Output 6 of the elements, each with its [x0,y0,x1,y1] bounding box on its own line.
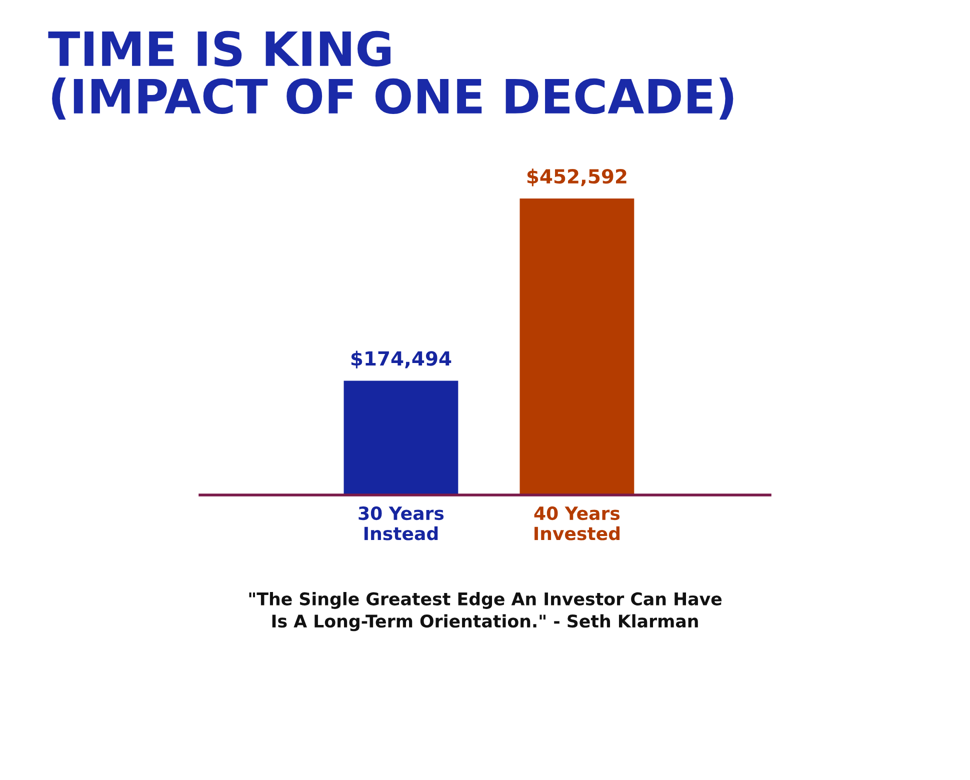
x-tick-label: 30 Years Instead [358,506,444,540]
text: "The Single Greatest Edge An Investor Can Have Is A Long-Term Orientation." - Seth Klarman [249,592,722,632]
data-label: $174,494 [351,350,452,368]
x-tick-label: 40 Years Invested [534,506,620,540]
data-label: $452,592 [527,168,626,186]
chart-title: TIME IS KING (IMPACT OF ONE DECADE) [48,30,734,120]
